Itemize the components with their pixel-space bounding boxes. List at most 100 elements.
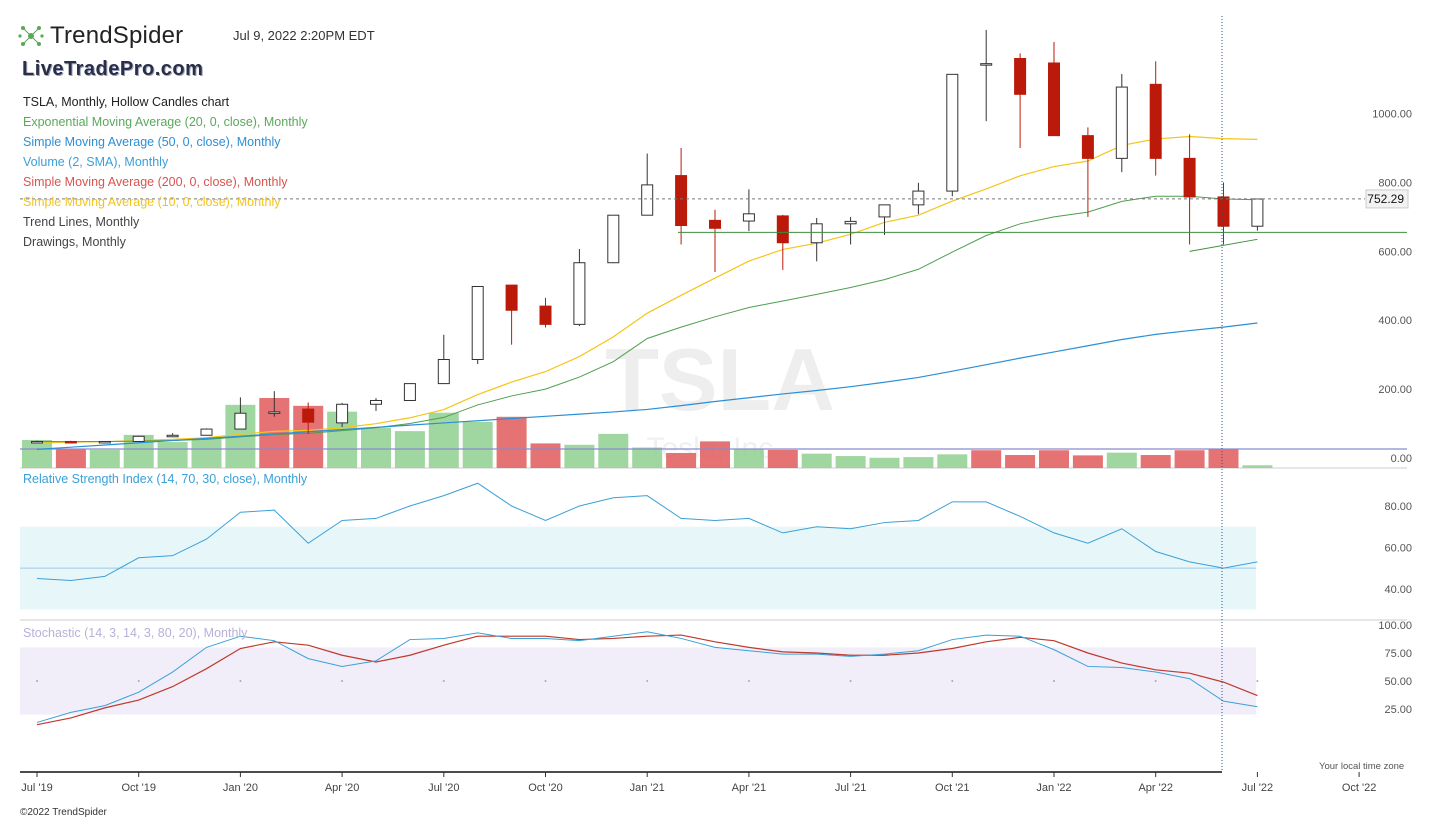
volume-bar — [191, 438, 222, 468]
volume-bar — [835, 456, 866, 468]
candle-body — [776, 215, 789, 244]
candle-body — [607, 214, 620, 264]
rsi-tick-label: 60.00 — [1384, 542, 1412, 554]
stochastic-label[interactable]: Stochastic (14, 3, 14, 3, 80, 20), Month… — [23, 626, 248, 640]
stochastic-midline-dot — [544, 680, 547, 682]
rsi-line — [36, 482, 1258, 582]
legend-item[interactable]: Simple Moving Average (10, 0, close), Mo… — [23, 195, 281, 209]
stochastic-midline-dot — [137, 680, 140, 682]
stochastic-midline-dot — [239, 680, 242, 682]
candle-body — [1149, 83, 1162, 159]
x-axis-label: Jul '22 — [1242, 782, 1273, 794]
ema20-line — [36, 195, 1258, 443]
candle-body — [641, 184, 654, 216]
volume-bar — [428, 412, 459, 468]
stochastic-midline-dot — [747, 680, 750, 682]
price-tick-label: 800.00 — [1378, 177, 1412, 189]
x-axis-label: Oct '20 — [528, 782, 563, 794]
price-tick-label: 200.00 — [1378, 384, 1412, 396]
candle-body — [1048, 62, 1060, 137]
rsi-tick-label: 80.00 — [1384, 501, 1412, 513]
copyright-footer: ©2022 TrendSpider — [20, 807, 107, 818]
trendspider-logo-icon — [18, 26, 44, 46]
volume-bar — [937, 454, 968, 468]
candle-body — [742, 213, 755, 222]
candle-body — [437, 359, 450, 385]
symbol-watermark: TSLA — [605, 330, 835, 429]
x-axis-label: Oct '21 — [935, 782, 970, 794]
rsi-label[interactable]: Relative Strength Index (14, 70, 30, clo… — [23, 472, 308, 486]
volume-bar — [1242, 465, 1273, 468]
volume-bar — [632, 447, 663, 468]
volume-bar — [801, 453, 832, 468]
candle-body — [234, 412, 247, 430]
stochastic-midline-dot — [849, 680, 852, 682]
legend-item[interactable]: Simple Moving Average (50, 0, close), Mo… — [23, 135, 281, 149]
legend-item[interactable]: Simple Moving Average (200, 0, close), M… — [23, 175, 288, 189]
candle-body — [980, 63, 993, 66]
price-tick-label: 600.00 — [1378, 246, 1412, 258]
volume-bar — [462, 421, 493, 468]
candle-body — [64, 440, 77, 444]
volume-bar — [530, 443, 561, 468]
volume-bar — [903, 457, 934, 468]
x-axis-label: Apr '21 — [732, 782, 767, 794]
price-tick-label: 1000.00 — [1372, 109, 1412, 121]
volume-bar — [971, 450, 1002, 468]
timezone-note: Your local time zone — [1319, 761, 1405, 772]
chart-datetime: Jul 9, 2022 2:20PM EDT — [233, 28, 375, 43]
candle-body — [98, 440, 111, 444]
candle-body — [912, 190, 925, 206]
x-axis-label: Jul '19 — [21, 782, 52, 794]
stochastic-midline-dot — [951, 680, 954, 682]
candle-body — [1217, 196, 1230, 227]
candle-body — [336, 403, 349, 424]
stochastic-midline-dot — [1256, 680, 1259, 682]
x-axis-label: Jan '21 — [630, 782, 665, 794]
volume-bar — [1140, 455, 1171, 468]
volume-bar — [157, 442, 188, 468]
trend-line — [1189, 238, 1258, 252]
stochastic-midline-dot — [1053, 680, 1055, 682]
last-price-label: 752.29 — [1367, 192, 1404, 206]
legend-item[interactable]: Volume (2, SMA), Monthly — [23, 155, 169, 169]
candle-body — [166, 434, 179, 438]
sma10-line — [36, 135, 1258, 444]
indicator-legend: TSLA, Monthly, Hollow Candles chart Expon… — [23, 92, 308, 252]
sma50-line — [36, 322, 1258, 450]
brand[interactable]: TrendSpider — [18, 20, 183, 52]
stochastic-tick-label: 100.00 — [1378, 620, 1412, 632]
last-price-tag — [1365, 189, 1409, 209]
brand-name: TrendSpider — [50, 22, 184, 49]
legend-item[interactable]: TSLA, Monthly, Hollow Candles chart — [23, 95, 230, 109]
candle-body — [1014, 57, 1027, 95]
volume-bar — [767, 449, 798, 468]
stochastic-midline-dot — [341, 680, 344, 682]
legend-item[interactable]: Drawings, Monthly — [23, 235, 126, 249]
volume-bar — [55, 449, 86, 468]
candle-body — [709, 219, 721, 229]
legend-item[interactable]: Trend Lines, Monthly — [23, 215, 140, 229]
candle-body — [1251, 198, 1264, 227]
livetradepro-watermark: LiveTradePro.com — [22, 58, 204, 80]
volume-bar — [564, 444, 595, 468]
volume-bar — [1039, 450, 1069, 468]
volume-bar — [1174, 450, 1205, 468]
stochastic-midline-dot — [646, 680, 649, 682]
candle-body — [403, 383, 416, 401]
stochastic-midline-dot — [1154, 680, 1157, 682]
x-axis-label: Oct '19 — [121, 782, 156, 794]
stochastic-band — [20, 647, 1256, 715]
candle-body — [1081, 135, 1094, 159]
volume-bar — [22, 440, 52, 468]
volume-bar — [869, 457, 900, 468]
volume-bar — [361, 427, 391, 468]
x-axis-label: Oct '22 — [1342, 782, 1377, 794]
candle-body — [268, 411, 281, 414]
candle-body — [844, 220, 857, 225]
volume-bar — [1106, 452, 1137, 468]
price-tick-label: 0.00 — [1391, 453, 1412, 465]
legend-item[interactable]: Exponential Moving Average (20, 0, close… — [23, 115, 308, 129]
volume-bar — [700, 441, 730, 468]
